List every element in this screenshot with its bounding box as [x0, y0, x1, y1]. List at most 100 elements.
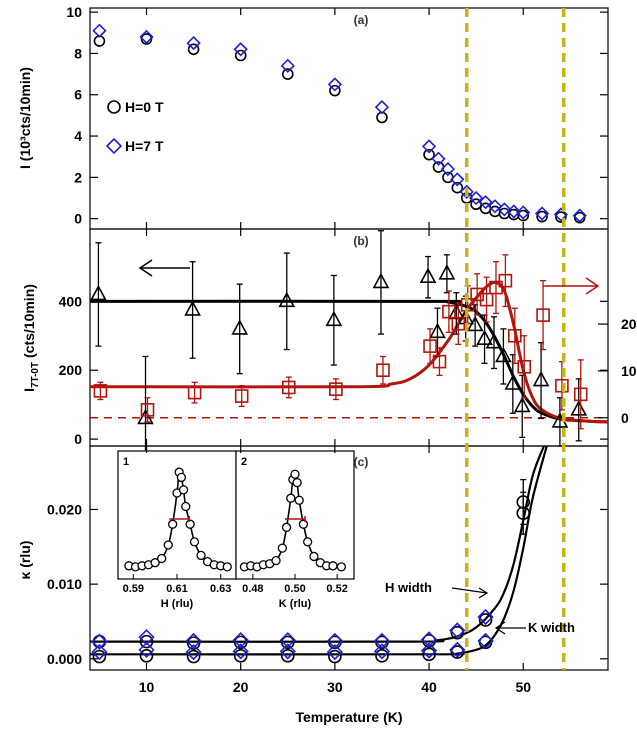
y-tick-label: 2 — [74, 169, 82, 185]
panel-b-point-0-7 — [419, 267, 437, 284]
panel-b-errbar-1-7 — [427, 328, 434, 364]
panel-c-point-0-1 — [139, 634, 154, 649]
panel-b-point-0-3 — [231, 319, 249, 335]
inset-1-point-13 — [185, 519, 195, 529]
panel-a-point-1-9 — [440, 161, 456, 177]
panel-b-errbar-1-15 — [502, 254, 509, 308]
panel-a-point-1-0 — [92, 23, 107, 38]
y-tick-label: 0.010 — [47, 576, 82, 592]
inset-x-tick-label: 0.59 — [123, 583, 144, 595]
panel-b-point-1-9 — [442, 304, 456, 319]
panel-c-point-1-3 — [232, 632, 249, 649]
panel-c-point-2-5 — [328, 649, 342, 664]
annotation-k-width: K width — [528, 620, 575, 635]
panel-a-point-1-1 — [139, 29, 154, 45]
panel-b-point-0-15 — [495, 346, 512, 363]
x-tick-label: 30 — [327, 679, 343, 695]
panel-b-point-1-5 — [329, 382, 343, 396]
panel-c-point-2-3 — [233, 649, 248, 663]
inset-x-tick-label: 0.48 — [242, 583, 263, 595]
panel-b-errbar-1-5 — [332, 378, 339, 401]
inset-1-point-5 — [157, 553, 167, 564]
panel-b-point-1-7 — [423, 339, 437, 353]
inset-1-point-7 — [167, 519, 178, 529]
panel-c-point-1-7 — [420, 631, 438, 648]
panel-c-point-3-2 — [185, 643, 202, 661]
y-tick-label: 0 — [74, 211, 82, 227]
y-tick-label: 8 — [74, 45, 82, 61]
y2-tick-label: 10 — [621, 363, 637, 379]
y-tick-label: 0 — [74, 431, 82, 447]
panel-b-point-1-13 — [479, 292, 494, 307]
panel-a-frame — [89, 7, 609, 230]
inset-x-tick-label: 0.52 — [326, 583, 347, 595]
panel-c-point-3-8 — [449, 641, 466, 658]
panel-b-errbar-0-3 — [236, 283, 243, 375]
panel-b-errbar-0-15 — [500, 328, 507, 385]
panel-b-point-0-17 — [513, 396, 531, 413]
panel-a-point-1-17 — [516, 205, 531, 220]
inset-2-point-15 — [309, 551, 319, 562]
annotation-h-width-arrowhead — [478, 587, 489, 599]
panel-c-point-1-8 — [449, 622, 466, 639]
panel-c-point-0-4 — [280, 635, 295, 650]
inset-2-point-18 — [328, 561, 338, 571]
panel-b-point-1-2 — [187, 385, 202, 400]
inset-1-point-12 — [181, 501, 191, 512]
panel-b-point-1-10 — [451, 316, 466, 331]
y-tick-label: 10 — [66, 4, 82, 20]
left-axis-arrow — [138, 259, 190, 277]
inset-1-xlabel: H (rlu) — [161, 598, 194, 610]
panel-a-point-0-4 — [281, 68, 294, 80]
legend-marker-h7 — [105, 137, 123, 155]
panel-c-point-1-9 — [477, 608, 494, 626]
panel-a-point-1-5 — [327, 77, 343, 92]
inset-2-point-8 — [286, 493, 296, 503]
panel-c-point-3-3 — [232, 643, 249, 660]
panel-c-point-1-6 — [373, 632, 391, 650]
panel-c-point-3-9 — [477, 632, 494, 650]
y-tick-label: 400 — [59, 293, 83, 309]
panel-b-errbar-0-2 — [189, 261, 196, 359]
panel-b-fit-1 — [89, 280, 609, 424]
panel-a-point-1-12 — [469, 190, 484, 206]
panel-b-point-1-8 — [432, 354, 447, 369]
right-axis-arrow — [543, 277, 600, 295]
inset-2-point-11 — [292, 477, 302, 488]
legend-label-h0: H=0 T — [125, 99, 164, 115]
y-tick-label: 0.020 — [47, 501, 82, 517]
panel-b-point-1-12 — [470, 287, 484, 302]
panel-b-point-0-14 — [485, 332, 503, 349]
panel-b-errbar-1-16 — [511, 307, 518, 364]
inset-2-xlabel: K (rlu) — [279, 598, 312, 610]
panel-c-point-3-5 — [326, 643, 344, 661]
panel-a-point-1-7 — [421, 139, 437, 154]
panel-b-point-0-8 — [429, 322, 446, 339]
panel-c-point-2-2 — [186, 649, 201, 664]
panel-c-point-2-6 — [375, 649, 389, 663]
panel-c-point-1-0 — [91, 633, 108, 650]
panel-c-point-1-2 — [185, 632, 202, 650]
panel-a-point-0-7 — [423, 148, 435, 161]
panel-b-errbar-0-0 — [95, 242, 102, 347]
inset-1-point-6 — [163, 540, 173, 550]
panel-a-point-1-14 — [487, 199, 503, 214]
panel-b-errbar-0-6 — [377, 230, 384, 335]
panel-c-point-0-3 — [233, 635, 248, 650]
panel-a-point-0-10 — [451, 181, 464, 194]
panel-c-frame — [89, 445, 609, 671]
inset-2-point-6 — [277, 543, 288, 553]
panel-a-point-1-10 — [450, 172, 465, 187]
inset-2-point-13 — [298, 519, 309, 529]
panel-b-errbar-1-3 — [238, 385, 245, 408]
panel-b-errbar-1-8 — [436, 347, 443, 377]
panel-c-insets: 1 0.59 0.61 0.63 H (rlu) 2 0.48 0.50 0.52 K (rlu) — [117, 450, 355, 610]
panel-b-errbar-1-2 — [191, 381, 198, 404]
panel-a-point-0-19 — [555, 211, 567, 223]
panel-c-point-3-4 — [279, 643, 296, 660]
panel-a-label: (a) — [354, 13, 369, 27]
panel-c-point-2-8 — [450, 645, 465, 659]
panel-a-point-1-2 — [186, 35, 201, 51]
panel-b-point-0-5 — [325, 310, 343, 327]
